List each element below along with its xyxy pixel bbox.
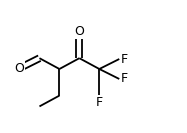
Text: F: F [96,96,103,109]
Text: F: F [121,72,128,86]
Text: O: O [15,62,24,75]
Text: O: O [74,25,84,38]
Text: F: F [121,53,128,66]
